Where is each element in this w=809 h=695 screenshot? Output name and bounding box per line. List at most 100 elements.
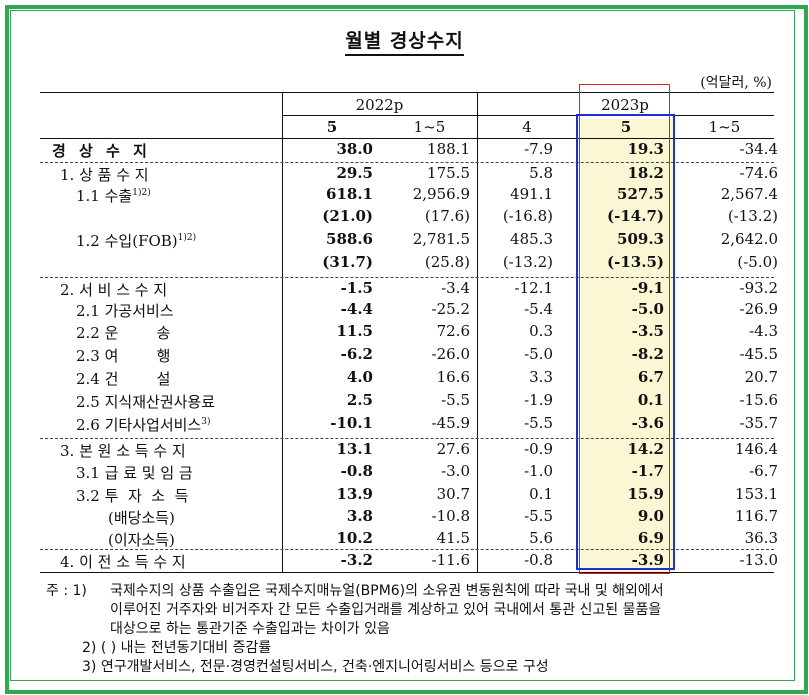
cell-value: -3.5 (631, 322, 664, 340)
divider-after-goods (40, 277, 774, 278)
cell-value: -5.0 (524, 345, 553, 363)
cell-value: -5.4 (524, 300, 553, 318)
row-label-text: (이자소득) (108, 531, 175, 549)
row-label-text: 2.1 가공서비스 (76, 302, 174, 320)
footnote-marker: 3) (201, 417, 211, 427)
footnote-2: 2) ( ) 내는 전년동기대비 증감률 (82, 640, 272, 656)
cell-value: 2,956.9 (412, 185, 470, 203)
green-frame (5, 5, 808, 694)
row-label-text: 1. 상 품 수 지 (60, 166, 149, 184)
cell-value: 30.7 (436, 485, 470, 503)
cell-value: -3.4 (441, 279, 470, 297)
cell-value: -1.7 (631, 462, 664, 480)
cell-value: 5.8 (529, 164, 553, 182)
row-label-text: 2.2 운 송 (76, 324, 171, 342)
highlight-column (581, 119, 674, 572)
cell-value: 15.9 (627, 485, 664, 503)
cell-value: 14.2 (627, 440, 664, 458)
cell-value: 2,642.0 (720, 230, 778, 248)
row-label: 1. 상 품 수 지 (60, 164, 149, 185)
cell-value: (31.7) (322, 253, 373, 271)
header-mid-rule (282, 115, 774, 116)
row-label-text: 3. 본 원 소 득 수 지 (60, 442, 186, 460)
table-top-rule (40, 92, 774, 93)
cell-value: 16.6 (436, 368, 470, 386)
row-label-text: 4. 이 전 소 득 수 지 (60, 553, 186, 571)
cell-value: 13.9 (336, 485, 373, 503)
cell-value: (-14.7) (607, 207, 664, 225)
table-row: 4. 이 전 소 득 수 지 -3.2 -11.6 -0.8 -3.9 -13.0 (0, 551, 809, 573)
row-label: 4. 이 전 소 득 수 지 (60, 551, 186, 572)
table-row: 2.4 건 설 4.0 16.6 3.3 6.7 20.7 (0, 368, 809, 390)
row-label: 2. 서 비 스 수 지 (60, 279, 167, 300)
cell-value: 0.1 (529, 485, 553, 503)
cell-value: -4.3 (749, 322, 778, 340)
cell-value: -4.4 (340, 300, 373, 318)
footnote-marker: 1)2) (132, 188, 151, 198)
cell-value: -8.2 (631, 345, 664, 363)
cell-value: 9.0 (637, 507, 664, 525)
row-label: 3. 본 원 소 득 수 지 (60, 440, 186, 461)
table-row: 3. 본 원 소 득 수 지 13.1 27.6 -0.9 14.2 146.4 (0, 440, 809, 462)
cell-value: -25.2 (431, 300, 470, 318)
cell-value: 11.5 (336, 322, 373, 340)
row-label-text: 2.6 기타사업서비스 (76, 416, 202, 434)
cell-value: -35.7 (739, 414, 778, 432)
cell-value: 5.6 (529, 529, 553, 547)
cell-value: 0.3 (529, 322, 553, 340)
divider-after-total (40, 162, 774, 163)
header-year-2022: 2022p (355, 96, 404, 114)
row-label-text: (배당소득) (108, 509, 175, 527)
cell-value: -45.5 (739, 345, 778, 363)
table-row: 2.6 기타사업서비스3) -10.1 -45.9 -5.5 -3.6 -35.7 (0, 414, 809, 436)
row-label: 경 상 수 지 (52, 140, 151, 161)
cell-value: -74.6 (739, 164, 778, 182)
page-title: 월별 경상수지 (0, 26, 809, 56)
cell-value: -0.9 (524, 440, 553, 458)
col-divider-year (477, 92, 478, 572)
header-bottom-rule (40, 138, 774, 139)
cell-value: -5.5 (441, 391, 470, 409)
header-col-2023-1-5: 1~5 (708, 118, 741, 136)
cell-value: -7.9 (524, 140, 553, 158)
cell-value: (21.0) (322, 207, 373, 225)
cell-value: -34.4 (739, 140, 778, 158)
cell-value: 4.0 (346, 368, 373, 386)
cell-value: -5.5 (524, 414, 553, 432)
cell-value: -13.0 (739, 551, 778, 569)
cell-value: 146.4 (735, 440, 778, 458)
cell-value: 116.7 (735, 507, 778, 525)
cell-value: 509.3 (617, 230, 664, 248)
col-divider-label (282, 92, 283, 572)
cell-value: -10.1 (330, 414, 373, 432)
table-row: 1.2 수입(FOB)1)2) 588.6 2,781.5 485.3 509.3 2,6… (0, 230, 809, 252)
cell-value: -1.5 (340, 279, 373, 297)
cell-value: 188.1 (427, 140, 470, 158)
table-row: 1. 상 품 수 지 29.5 175.5 5.8 18.2 -74.6 (0, 164, 809, 186)
cell-value: 19.3 (627, 140, 664, 158)
cell-value: 36.3 (744, 529, 778, 547)
table-row: (이자소득) 10.2 41.5 5.6 6.9 36.3 (0, 529, 809, 551)
row-label-text: 2.3 여 행 (76, 347, 171, 365)
blue-highlight-box (576, 114, 675, 570)
cell-value: -10.8 (431, 507, 470, 525)
cell-value: -6.2 (340, 345, 373, 363)
cell-value: (-13.2) (502, 253, 553, 271)
row-label-text: 2.4 건 설 (76, 370, 171, 388)
red-highlight-box (579, 84, 670, 574)
cell-value: 27.6 (436, 440, 470, 458)
cell-value: 2,567.4 (720, 185, 778, 203)
cell-value: -1.0 (524, 462, 553, 480)
cell-value: 527.5 (617, 185, 664, 203)
table-row: 3.2 투 자 소 득 13.9 30.7 0.1 15.9 153.1 (0, 485, 809, 507)
cell-value: -1.9 (524, 391, 553, 409)
cell-value: -26.9 (739, 300, 778, 318)
cell-value: -45.9 (431, 414, 470, 432)
cell-value: 41.5 (436, 529, 470, 547)
table-row: 3.1 급 료 및 임 금 -0.8 -3.0 -1.0 -1.7 -6.7 (0, 462, 809, 484)
cell-value: -6.7 (749, 462, 778, 480)
row-label-text: 경 상 수 지 (52, 142, 151, 160)
footnote-marker: 1)2) (177, 233, 197, 243)
cell-value: 618.1 (326, 185, 373, 203)
table-row: (31.7) (25.8) (-13.2) (-13.5) (-5.0) (0, 253, 809, 275)
